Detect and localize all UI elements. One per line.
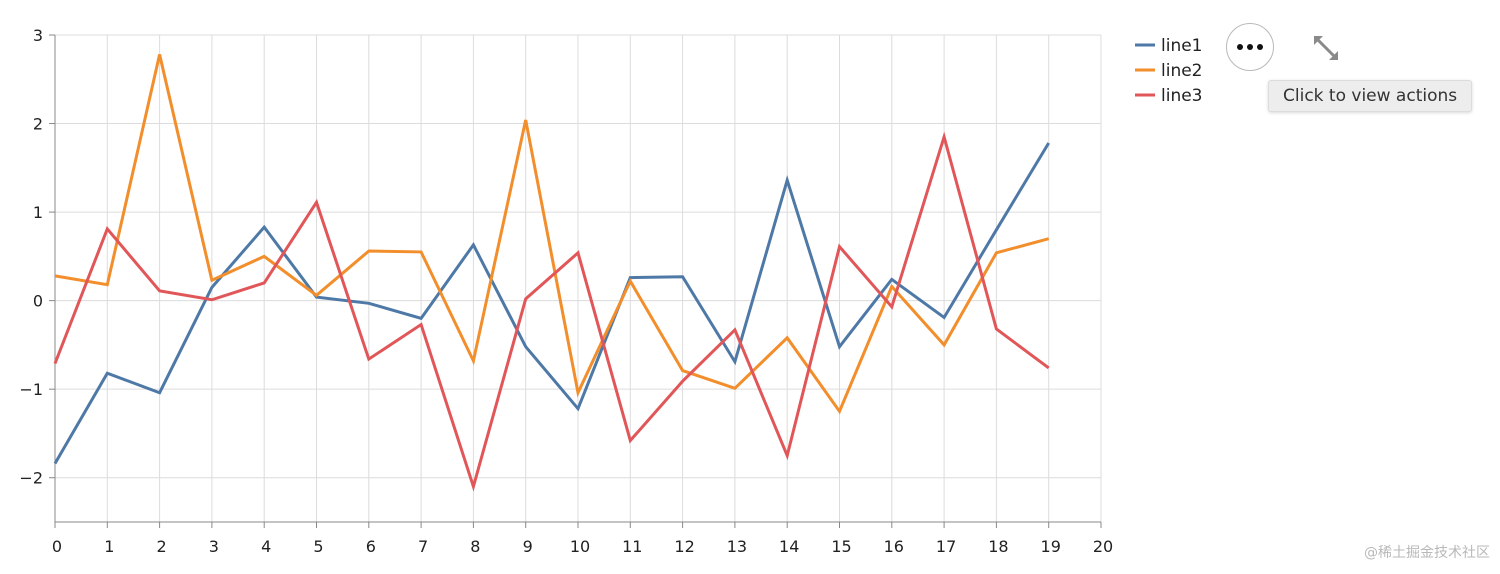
x-tick-label: 2	[157, 537, 167, 556]
watermark: @稀土掘金技术社区	[1364, 545, 1490, 561]
x-tick-label: 19	[1041, 537, 1061, 556]
x-tick-label: 10	[570, 537, 590, 556]
x-tick-label: 9	[523, 537, 533, 556]
series-line-line1	[53, 142, 1050, 465]
x-tick-label: 15	[831, 537, 851, 556]
view-actions-button[interactable]	[1226, 23, 1274, 71]
x-tick-label: 4	[261, 537, 271, 556]
x-tick-label: 14	[779, 537, 799, 556]
chart-series	[53, 54, 1050, 492]
y-tick-label: −2	[19, 469, 43, 488]
expand-icon[interactable]	[1310, 32, 1342, 64]
x-tick-label: 7	[418, 537, 428, 556]
x-tick-label: 20	[1093, 537, 1113, 556]
x-tick-label: 5	[313, 537, 323, 556]
legend-label: line2	[1161, 61, 1203, 81]
y-tick-label: 0	[33, 292, 43, 311]
x-tick-label: 0	[52, 537, 62, 556]
y-tick-label: 2	[33, 115, 43, 134]
series-line-line3	[53, 131, 1050, 492]
actions-tooltip: Click to view actions	[1268, 80, 1473, 112]
x-tick-label: 8	[470, 537, 480, 556]
y-tick-label: −1	[19, 380, 43, 399]
legend-label: line1	[1161, 36, 1203, 56]
more-horizontal-icon	[1237, 44, 1263, 50]
y-tick-label: 3	[33, 26, 43, 45]
chart-legend: line1 line2 line3	[1135, 36, 1203, 106]
x-tick-label: 17	[936, 537, 956, 556]
series-line-line2	[54, 54, 1050, 415]
x-tick-label: 3	[209, 537, 219, 556]
x-tick-label: 12	[674, 537, 694, 556]
x-tick-label: 16	[884, 537, 904, 556]
x-tick-label: 18	[988, 537, 1008, 556]
x-tick-label: 13	[727, 537, 747, 556]
x-tick-label: 1	[104, 537, 114, 556]
x-tick-label: 6	[366, 537, 376, 556]
y-tick-label: 1	[33, 203, 43, 222]
legend-label: line3	[1161, 86, 1203, 106]
x-tick-label: 11	[622, 537, 642, 556]
